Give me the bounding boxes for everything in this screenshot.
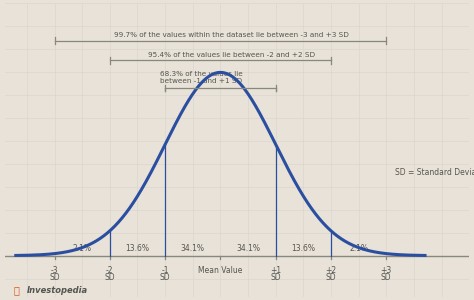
Text: SD: SD	[104, 273, 115, 282]
Text: Mean Value: Mean Value	[198, 266, 243, 275]
Text: 13.6%: 13.6%	[126, 244, 149, 253]
Text: 34.1%: 34.1%	[181, 244, 205, 253]
Text: 95.4% of the values lie between -2 and +2 SD: 95.4% of the values lie between -2 and +…	[148, 52, 315, 58]
Text: -1: -1	[161, 266, 169, 275]
Text: +1: +1	[270, 266, 281, 275]
Text: SD: SD	[49, 273, 60, 282]
Text: -2: -2	[106, 266, 114, 275]
Text: SD: SD	[160, 273, 171, 282]
Text: 2.1%: 2.1%	[349, 244, 368, 253]
Text: SD = Standard Deviation: SD = Standard Deviation	[394, 169, 474, 178]
Text: 34.1%: 34.1%	[236, 244, 260, 253]
Text: 13.6%: 13.6%	[292, 244, 315, 253]
Text: +3: +3	[381, 266, 392, 275]
Text: 68.3% of the values lie
between -1 and +1 SD: 68.3% of the values lie between -1 and +…	[160, 71, 242, 84]
Text: Investopedia: Investopedia	[27, 286, 88, 295]
Text: +2: +2	[326, 266, 337, 275]
Text: SD: SD	[270, 273, 281, 282]
Text: -3: -3	[51, 266, 58, 275]
Text: SD: SD	[381, 273, 392, 282]
Text: 2.1%: 2.1%	[73, 244, 91, 253]
Text: 99.7% of the values within the dataset lie between -3 and +3 SD: 99.7% of the values within the dataset l…	[114, 32, 349, 38]
Text: SD: SD	[326, 273, 337, 282]
Text: ⓘ: ⓘ	[13, 285, 19, 295]
